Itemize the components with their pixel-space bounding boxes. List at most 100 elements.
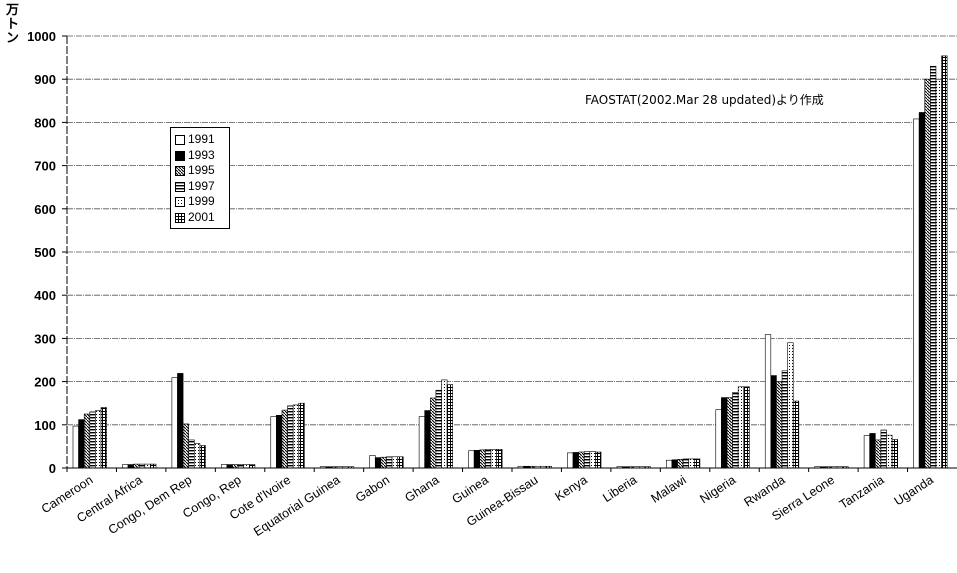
source-note: FAOSTAT(2002.Mar 28 updated)より作成: [585, 93, 824, 107]
y-tick-label: 900: [34, 72, 56, 87]
legend-item-1999: 1999: [175, 194, 215, 208]
bar-1999-6: [391, 456, 398, 469]
bar-2001-14: [792, 400, 800, 469]
bar-1995-13: [726, 397, 733, 469]
bar-1991-1: [122, 464, 129, 469]
legend-swatch: [175, 166, 185, 176]
bar-1991-4: [270, 416, 277, 469]
legend-label: 1997: [188, 178, 215, 193]
bar-1995-14: [776, 381, 783, 469]
legend-label: 1999: [188, 194, 215, 208]
bar-1999-13: [737, 386, 745, 469]
bar-1997-0: [89, 411, 96, 469]
x-tick-label: Tanzania: [837, 473, 887, 512]
bar-1993-1: [127, 464, 134, 469]
legend-label: 1991: [188, 132, 215, 146]
bar-1993-4: [276, 414, 283, 469]
bar-1995-16: [875, 439, 882, 469]
bar-2001-16: [891, 439, 899, 469]
bar-2001-2: [199, 445, 206, 469]
bar-1999-14: [787, 342, 794, 469]
bar-1999-0: [95, 410, 102, 469]
legend-item-1997: 1997: [175, 179, 215, 193]
bar-1995-2: [182, 423, 189, 469]
bar-1997-12: [682, 458, 690, 469]
bar-1999-7: [441, 379, 448, 469]
bar-1995-7: [430, 397, 437, 469]
x-tick-label: Guinea: [450, 473, 491, 507]
bar-1999-1: [144, 463, 151, 469]
bar-1999-17: [935, 78, 942, 469]
bar-1995-10: [578, 451, 585, 469]
x-tick-label: Malawi: [649, 473, 689, 506]
bar-1993-13: [721, 397, 728, 469]
bar-1997-16: [880, 429, 887, 469]
bar-1993-7: [424, 410, 431, 469]
bar-1997-10: [583, 451, 591, 469]
y-tick-label: 200: [34, 375, 56, 390]
bar-1993-0: [78, 419, 85, 469]
y-tick-label: 400: [34, 288, 56, 303]
y-unit-label: 万トン: [6, 3, 20, 46]
bar-1991-12: [666, 459, 673, 469]
bar-1999-8: [490, 449, 497, 469]
bar-1991-16: [863, 435, 871, 469]
bar-1993-14: [770, 375, 777, 469]
bar-2001-0: [100, 407, 107, 469]
bar-1995-8: [479, 449, 486, 469]
legend-swatch: [175, 150, 185, 161]
bar-2001-3: [249, 464, 256, 469]
legend: 1991 1993 1995 1997 1999 2001: [170, 127, 230, 229]
bar-1995-6: [380, 456, 387, 469]
bar-1993-3: [226, 464, 233, 469]
bar-2001-4: [298, 402, 305, 469]
bar-1999-2: [193, 443, 201, 469]
bar-1997-8: [485, 449, 492, 469]
x-tick-label: Ghana: [402, 473, 441, 505]
y-tick-label: 0: [49, 461, 56, 476]
bar-1991-2: [171, 377, 178, 469]
y-tick-label: 700: [34, 159, 56, 174]
bar-1995-1: [133, 463, 140, 469]
bar-1991-17: [913, 118, 920, 469]
bar-1991-13: [715, 409, 722, 469]
legend-swatch: [175, 197, 185, 207]
bar-1995-12: [677, 459, 684, 469]
bar-1991-8: [468, 450, 475, 469]
legend-item-1995: 1995: [175, 163, 215, 177]
bar-1991-3: [221, 464, 228, 469]
legend-item-1993: 1993: [175, 148, 215, 162]
bar-1995-17: [924, 78, 931, 469]
y-tick-label: 600: [34, 202, 56, 217]
bar-2001-1: [150, 463, 157, 469]
x-tick-label: Nigeria: [697, 473, 738, 506]
x-tick-label: Uganda: [892, 473, 936, 509]
bar-1991-10: [567, 452, 574, 469]
bar-2001-12: [694, 458, 701, 469]
bar-2001-17: [941, 55, 948, 469]
bar-1999-10: [589, 451, 596, 469]
y-tick-label: 100: [34, 418, 56, 433]
y-tick-label: 1000: [27, 29, 56, 44]
bar-1999-3: [243, 464, 250, 469]
bar-1997-13: [732, 392, 739, 469]
legend-swatch: [175, 135, 185, 145]
legend-label: 2001: [188, 209, 215, 224]
bar-1997-3: [237, 464, 245, 469]
x-tick-label: Equatorial Guinea: [251, 473, 343, 539]
bar-1991-0: [72, 425, 79, 469]
bar-1993-12: [671, 459, 678, 469]
bar-1991-14: [764, 334, 772, 469]
bar-1993-8: [473, 449, 481, 469]
bar-1993-17: [918, 112, 926, 469]
bar-1997-4: [287, 405, 294, 469]
bar-1995-3: [232, 464, 239, 469]
axes: [62, 35, 957, 472]
bar-1991-7: [418, 416, 426, 469]
bar-1997-17: [930, 65, 937, 469]
bar-1993-16: [869, 433, 876, 469]
bar-1999-12: [688, 458, 695, 469]
bar-2001-13: [743, 386, 750, 469]
legend-label: 1993: [188, 147, 215, 162]
